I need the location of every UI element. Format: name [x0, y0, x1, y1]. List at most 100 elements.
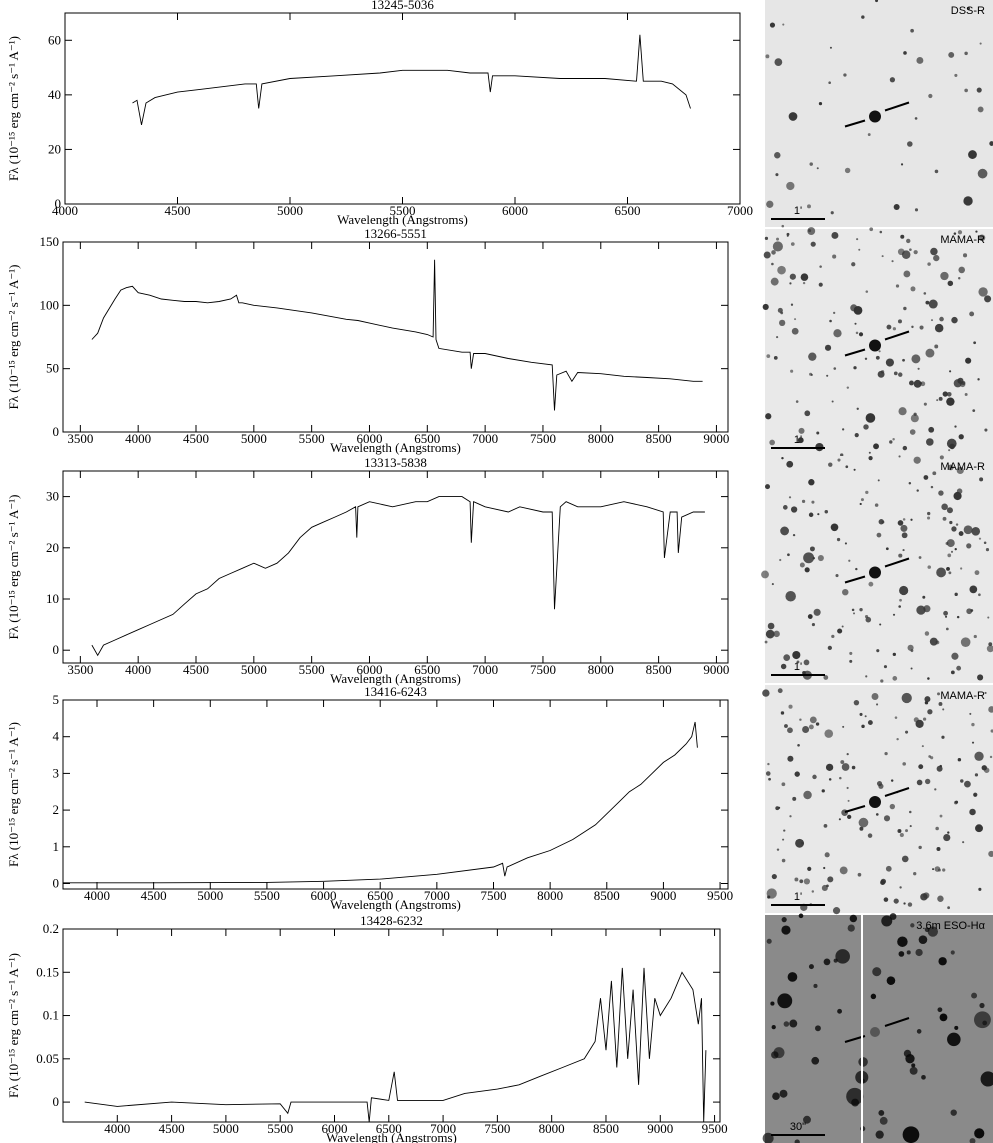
- star: [942, 868, 946, 872]
- chart-title: 13416-6243: [364, 684, 427, 699]
- star: [781, 858, 786, 863]
- star: [937, 895, 944, 902]
- x-tick-label: 5500: [267, 1121, 293, 1136]
- star: [973, 341, 977, 345]
- star: [933, 254, 940, 262]
- star: [935, 826, 939, 831]
- star: [789, 1019, 798, 1028]
- x-tick-label: 4500: [141, 888, 167, 903]
- star: [958, 276, 961, 280]
- star: [936, 567, 947, 578]
- x-tick-label: 5500: [254, 888, 280, 903]
- star: [891, 260, 894, 263]
- star: [930, 319, 934, 322]
- star: [859, 712, 863, 716]
- star: [963, 525, 973, 535]
- star: [861, 15, 865, 19]
- star: [977, 378, 980, 381]
- star: [918, 556, 922, 559]
- star: [762, 1132, 774, 1143]
- star: [865, 413, 876, 423]
- star: [792, 796, 797, 801]
- star: [928, 426, 935, 433]
- star: [947, 464, 954, 471]
- scale-label: 1': [794, 891, 802, 903]
- star: [892, 676, 898, 681]
- star: [830, 211, 834, 215]
- star: [916, 779, 923, 786]
- star: [853, 468, 856, 471]
- x-tick-label: 4000: [125, 662, 151, 677]
- star: [918, 935, 928, 944]
- star: [782, 505, 788, 510]
- star: [945, 627, 949, 631]
- star: [930, 247, 938, 256]
- star: [766, 938, 772, 944]
- finder-image: 3.6m ESO-Hα 30": [762, 913, 993, 1143]
- star: [879, 1116, 888, 1125]
- x-tick-label: 7000: [472, 431, 498, 446]
- plot-frame: [62, 470, 729, 664]
- star: [783, 1021, 790, 1027]
- star: [764, 236, 769, 241]
- star: [790, 369, 794, 373]
- star: [990, 729, 993, 733]
- star: [842, 428, 845, 431]
- star: [979, 477, 984, 482]
- star: [980, 1071, 993, 1087]
- star: [781, 224, 785, 228]
- star: [921, 745, 924, 748]
- star: [836, 537, 841, 542]
- star: [824, 510, 829, 514]
- star: [906, 950, 911, 955]
- star: [796, 660, 800, 664]
- x-tick-label: 6500: [376, 1121, 402, 1136]
- star: [880, 679, 884, 683]
- star: [956, 466, 964, 475]
- star: [762, 689, 770, 697]
- star: [848, 559, 851, 562]
- star: [978, 287, 988, 297]
- star: [813, 983, 818, 989]
- star: [790, 506, 798, 513]
- star: [927, 565, 932, 569]
- star: [969, 311, 975, 317]
- star: [925, 348, 935, 358]
- star: [878, 783, 884, 789]
- star: [851, 765, 856, 770]
- star: [909, 380, 914, 386]
- star: [841, 625, 844, 628]
- star: [787, 972, 798, 982]
- star: [973, 634, 977, 639]
- x-tick-label: 9000: [703, 662, 729, 677]
- x-tick-label: 6500: [615, 203, 641, 218]
- star: [777, 993, 793, 1009]
- star: [797, 743, 800, 747]
- star: [803, 878, 810, 885]
- star: [898, 951, 905, 957]
- y-tick-label: 10: [46, 591, 59, 606]
- x-tick-label: 6500: [414, 431, 440, 446]
- star: [958, 434, 964, 440]
- target-marker: [844, 805, 866, 813]
- star: [934, 788, 937, 791]
- image-label: MAMA-R: [940, 234, 985, 246]
- spectrum-line: [84, 967, 707, 1123]
- star: [781, 925, 791, 935]
- star: [977, 674, 984, 681]
- star: [957, 230, 963, 235]
- star: [927, 709, 933, 715]
- chart-title: 13428-6232: [360, 913, 423, 928]
- star: [776, 848, 780, 851]
- star: [960, 779, 964, 783]
- star: [928, 93, 933, 99]
- star: [938, 490, 944, 496]
- star: [840, 760, 845, 764]
- x-axis-label: Wavelength (Angstroms): [330, 671, 461, 686]
- x-tick-label: 5000: [197, 888, 223, 903]
- star: [876, 532, 882, 538]
- star: [927, 262, 931, 266]
- star: [840, 453, 844, 457]
- star: [955, 523, 959, 526]
- star: [881, 915, 893, 927]
